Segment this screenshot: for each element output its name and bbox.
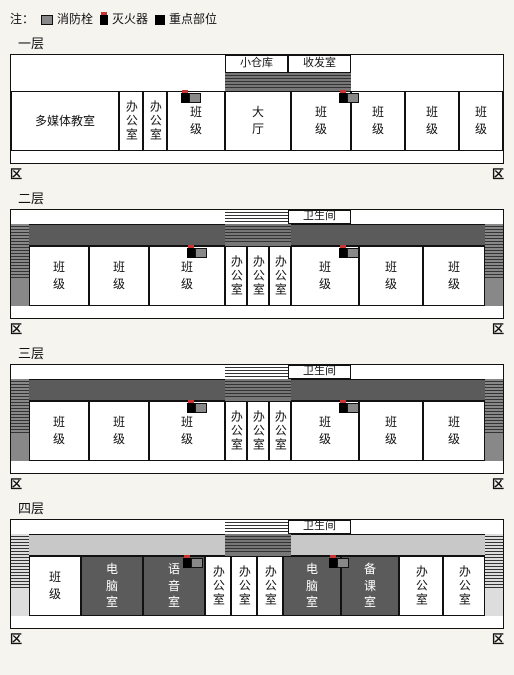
room: 班级 (29, 401, 89, 461)
exit-row: 区区 (10, 630, 504, 647)
room: 多媒体教室 (11, 91, 119, 151)
floor-2: 卫生间班级班级班级办公室办公室办公室班级班级班级 (10, 209, 504, 319)
room: 办公室 (399, 556, 443, 616)
washroom: 卫生间 (288, 210, 351, 224)
side-hatch-left (11, 379, 29, 461)
extinguisher-icon (181, 93, 189, 103)
room: 电脑室 (81, 556, 143, 616)
extinguisher-icon (187, 248, 195, 258)
exit-row: 区区 (10, 320, 504, 337)
legend-a: 消防栓 (57, 12, 93, 26)
room: 办公室 (443, 556, 485, 616)
hydrant-icon (189, 93, 201, 103)
floor-1: 小仓库收发室多媒体教室办公室办公室班级大厅班级班级班级班级 (10, 54, 504, 164)
stair-hatch (225, 73, 351, 91)
legend-b: 灭火器 (112, 12, 148, 26)
room: 办公室 (225, 246, 247, 306)
extinguisher-icon (339, 403, 347, 413)
exit-left: 区 (10, 165, 22, 182)
legend-c: 重点部位 (169, 12, 217, 26)
room: 大厅 (225, 91, 291, 151)
room: 办公室 (269, 401, 291, 461)
floor-plan-page: 注： 消防栓 灭火器 重点部位 一层小仓库收发室多媒体教室办公室办公室班级大厅班… (10, 10, 504, 647)
hatch-top (225, 520, 288, 534)
side-hatch-right (485, 224, 503, 306)
room: 办公室 (257, 556, 283, 616)
room: 办公室 (225, 401, 247, 461)
hydrant-icon (191, 558, 203, 568)
legend: 注： 消防栓 灭火器 重点部位 (10, 10, 504, 27)
hydrant-icon (337, 558, 349, 568)
room: 办公室 (119, 91, 143, 151)
stair-hatch (225, 224, 291, 246)
stair-hatch (225, 379, 291, 401)
exit-right: 区 (492, 320, 504, 337)
top-room-a: 小仓库 (225, 55, 288, 73)
hydrant-icon (347, 93, 359, 103)
floor-4: 卫生间班级电脑室语音室办公室办公室办公室电脑室备课室办公室办公室 (10, 519, 504, 629)
floor-title: 四层 (18, 498, 504, 517)
room: 办公室 (143, 91, 167, 151)
legend-prefix: 注： (10, 12, 34, 26)
extinguisher-icon (183, 558, 191, 568)
washroom: 卫生间 (288, 520, 351, 534)
hatch-top (225, 365, 288, 379)
hydrant-icon (41, 15, 53, 25)
floor-title: 三层 (18, 343, 504, 362)
extinguisher-icon (339, 248, 347, 258)
stair-hatch (225, 534, 291, 556)
room: 班级 (29, 246, 89, 306)
room: 办公室 (247, 246, 269, 306)
exit-left: 区 (10, 630, 22, 647)
side-hatch-right (485, 534, 503, 616)
room: 办公室 (205, 556, 231, 616)
floor-3: 卫生间班级班级班级办公室办公室办公室班级班级班级 (10, 364, 504, 474)
room: 办公室 (269, 246, 291, 306)
exit-right: 区 (492, 165, 504, 182)
extinguisher-icon (329, 558, 337, 568)
room: 班级 (423, 401, 485, 461)
hydrant-icon (347, 403, 359, 413)
exit-left: 区 (10, 475, 22, 492)
hatch-top (225, 210, 288, 224)
room: 班级 (459, 91, 503, 151)
exit-row: 区区 (10, 165, 504, 182)
hydrant-icon (195, 248, 207, 258)
extinguisher-icon (339, 93, 347, 103)
hydrant-icon (347, 248, 359, 258)
floor-title: 一层 (18, 33, 504, 52)
room: 班级 (351, 91, 405, 151)
exit-row: 区区 (10, 475, 504, 492)
room: 办公室 (231, 556, 257, 616)
room: 班级 (89, 401, 149, 461)
room: 办公室 (247, 401, 269, 461)
washroom: 卫生间 (288, 365, 351, 379)
hydrant-icon (195, 403, 207, 413)
floor-title: 二层 (18, 188, 504, 207)
room: 班级 (359, 401, 423, 461)
exit-right: 区 (492, 630, 504, 647)
room: 班级 (423, 246, 485, 306)
exit-right: 区 (492, 475, 504, 492)
room: 备课室 (341, 556, 399, 616)
room: 班级 (405, 91, 459, 151)
side-hatch-left (11, 224, 29, 306)
exit-left: 区 (10, 320, 22, 337)
room: 班级 (29, 556, 81, 616)
keypoint-icon (155, 15, 165, 25)
top-room-b: 收发室 (288, 55, 351, 73)
room: 班级 (359, 246, 423, 306)
room: 班级 (89, 246, 149, 306)
extinguisher-icon (187, 403, 195, 413)
side-hatch-right (485, 379, 503, 461)
side-hatch-left (11, 534, 29, 616)
extinguisher-icon (100, 15, 108, 25)
